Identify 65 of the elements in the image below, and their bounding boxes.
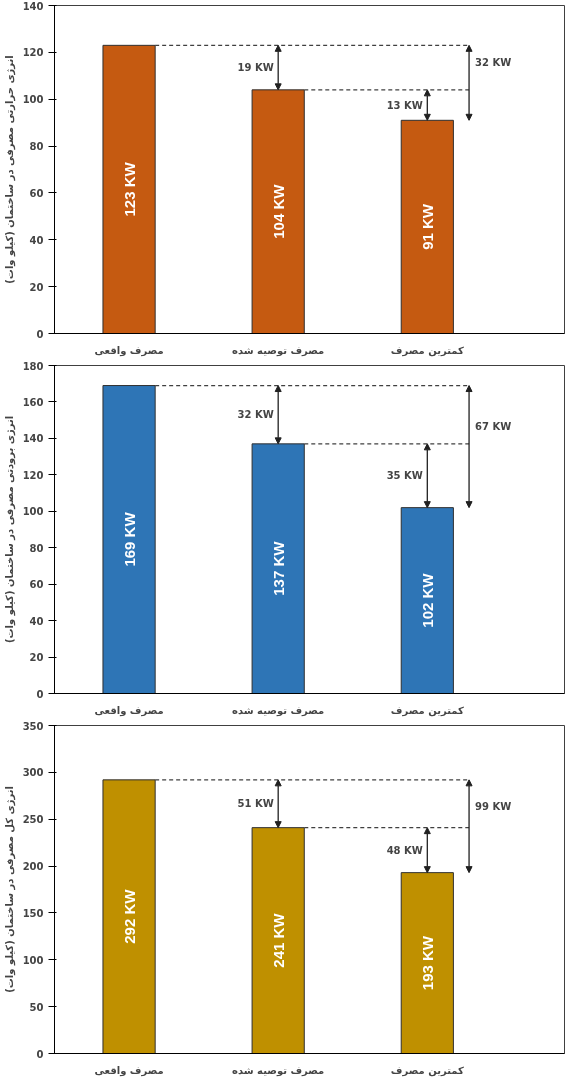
data-label: 193 KW [418,935,436,991]
y-tick-label: 250 [22,814,44,826]
bar [400,507,454,694]
x-tick-label: کمترین مصرف [390,1064,464,1077]
y-tick-label: 180 [22,360,44,372]
data-label: 169 KW [120,511,138,567]
y-tick-label: 200 [22,861,44,873]
data-label: 104 KW [269,183,287,239]
data-label: 137 KW [269,540,287,596]
bar [251,827,305,1054]
y-tick-label: 0 [36,1048,44,1060]
y-tick-label: 100 [22,94,44,106]
y-tick-label: 140 [22,0,44,12]
y-axis-title: انرژی حرارتی مصرفی در ساختمان (کیلو وات) [3,55,16,284]
x-tick-label: کمترین مصرف [390,704,464,717]
data-label: 102 KW [418,572,436,628]
bar [102,385,156,694]
y-tick-label: 80 [29,542,44,554]
y-tick-label: 20 [29,281,44,293]
annotation: 32 KW [237,409,274,421]
y-tick-label: 140 [22,433,44,445]
annotation: 99 KW [475,800,512,812]
x-tick-label: مصرف توصیه شده [232,344,325,357]
annotation: 32 KW [475,57,512,69]
x-tick-label: مصرف توصیه شده [232,704,325,717]
annotation: 67 KW [475,421,512,433]
x-tick-label: مصرف واقعی [94,344,164,357]
y-tick-label: 60 [29,579,44,591]
y-axis-title: انرژی کل مصرفی در ساختمان (کیلو وات) [3,786,16,993]
y-tick-label: 40 [29,234,44,246]
y-tick-label: 100 [22,506,44,518]
y-tick-label: 50 [29,1001,44,1013]
y-tick-label: 160 [22,396,44,408]
bar [251,443,305,694]
bar [400,872,454,1054]
annotation: 35 KW [386,470,423,482]
bar [251,89,305,334]
annotation: 51 KW [237,798,274,810]
y-tick-label: 20 [29,652,44,664]
y-tick-label: 0 [36,688,44,700]
y-axis-title: انرژی برودتی مصرفی در ساختمان (کیلو وات) [3,415,16,644]
annotation: 48 KW [386,844,423,856]
x-tick-label: مصرف توصیه شده [232,1064,325,1077]
x-tick-label: کمترین مصرف [390,344,464,357]
data-label: 123 KW [120,161,138,217]
data-label: 241 KW [269,912,287,968]
y-tick-label: 60 [29,187,44,199]
data-label: 292 KW [120,888,138,944]
y-tick-label: 80 [29,141,44,153]
bar [102,44,156,334]
annotation: 13 KW [386,99,423,111]
y-tick-label: 120 [22,469,44,481]
y-tick-label: 120 [22,47,44,59]
data-label: 91 KW [418,203,436,250]
y-tick-label: 100 [22,954,44,966]
bar [400,119,454,334]
y-tick-label: 0 [36,328,44,340]
bar [102,779,156,1054]
x-tick-label: مصرف واقعی [94,704,164,717]
y-tick-label: 40 [29,615,44,627]
y-tick-label: 300 [22,767,44,779]
y-tick-label: 150 [22,907,44,919]
annotation: 19 KW [237,62,274,74]
y-tick-label: 350 [22,720,44,732]
x-tick-label: مصرف واقعی [94,1064,164,1077]
